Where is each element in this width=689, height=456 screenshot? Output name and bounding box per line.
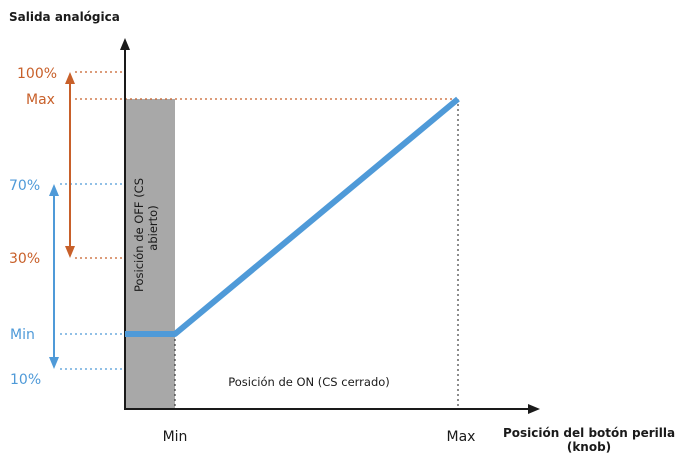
x-axis-arrow-head (528, 404, 540, 414)
y-label-10: 10% (10, 372, 41, 388)
orange-arrow-head-down (65, 246, 75, 258)
x-label-max: Max (447, 429, 476, 445)
blue-arrow-head-down (49, 357, 59, 369)
off-zone-label-line2: abierto) (146, 205, 160, 250)
y-label-min: Min (10, 327, 35, 343)
x-label-min: Min (163, 429, 188, 445)
blue-arrow-head-up (49, 184, 59, 196)
y-label-max: Max (26, 92, 55, 108)
off-zone-label-line1: Posición de OFF (CS (132, 178, 146, 292)
y-axis-arrow-head (120, 38, 130, 50)
y-label-70: 70% (9, 178, 40, 194)
x-axis-title-line2: (knob) (567, 440, 611, 454)
orange-arrow-head-up (65, 72, 75, 84)
x-axis-title-line1: Posición del botón perilla (503, 426, 675, 440)
off-zone-area (125, 99, 175, 409)
y-axis-title: Salida analógica (9, 10, 120, 24)
y-label-30: 30% (9, 251, 40, 267)
output-curve (125, 96, 460, 337)
y-label-100: 100% (17, 66, 57, 82)
on-zone-label: Posición de ON (CS cerrado) (228, 375, 390, 389)
